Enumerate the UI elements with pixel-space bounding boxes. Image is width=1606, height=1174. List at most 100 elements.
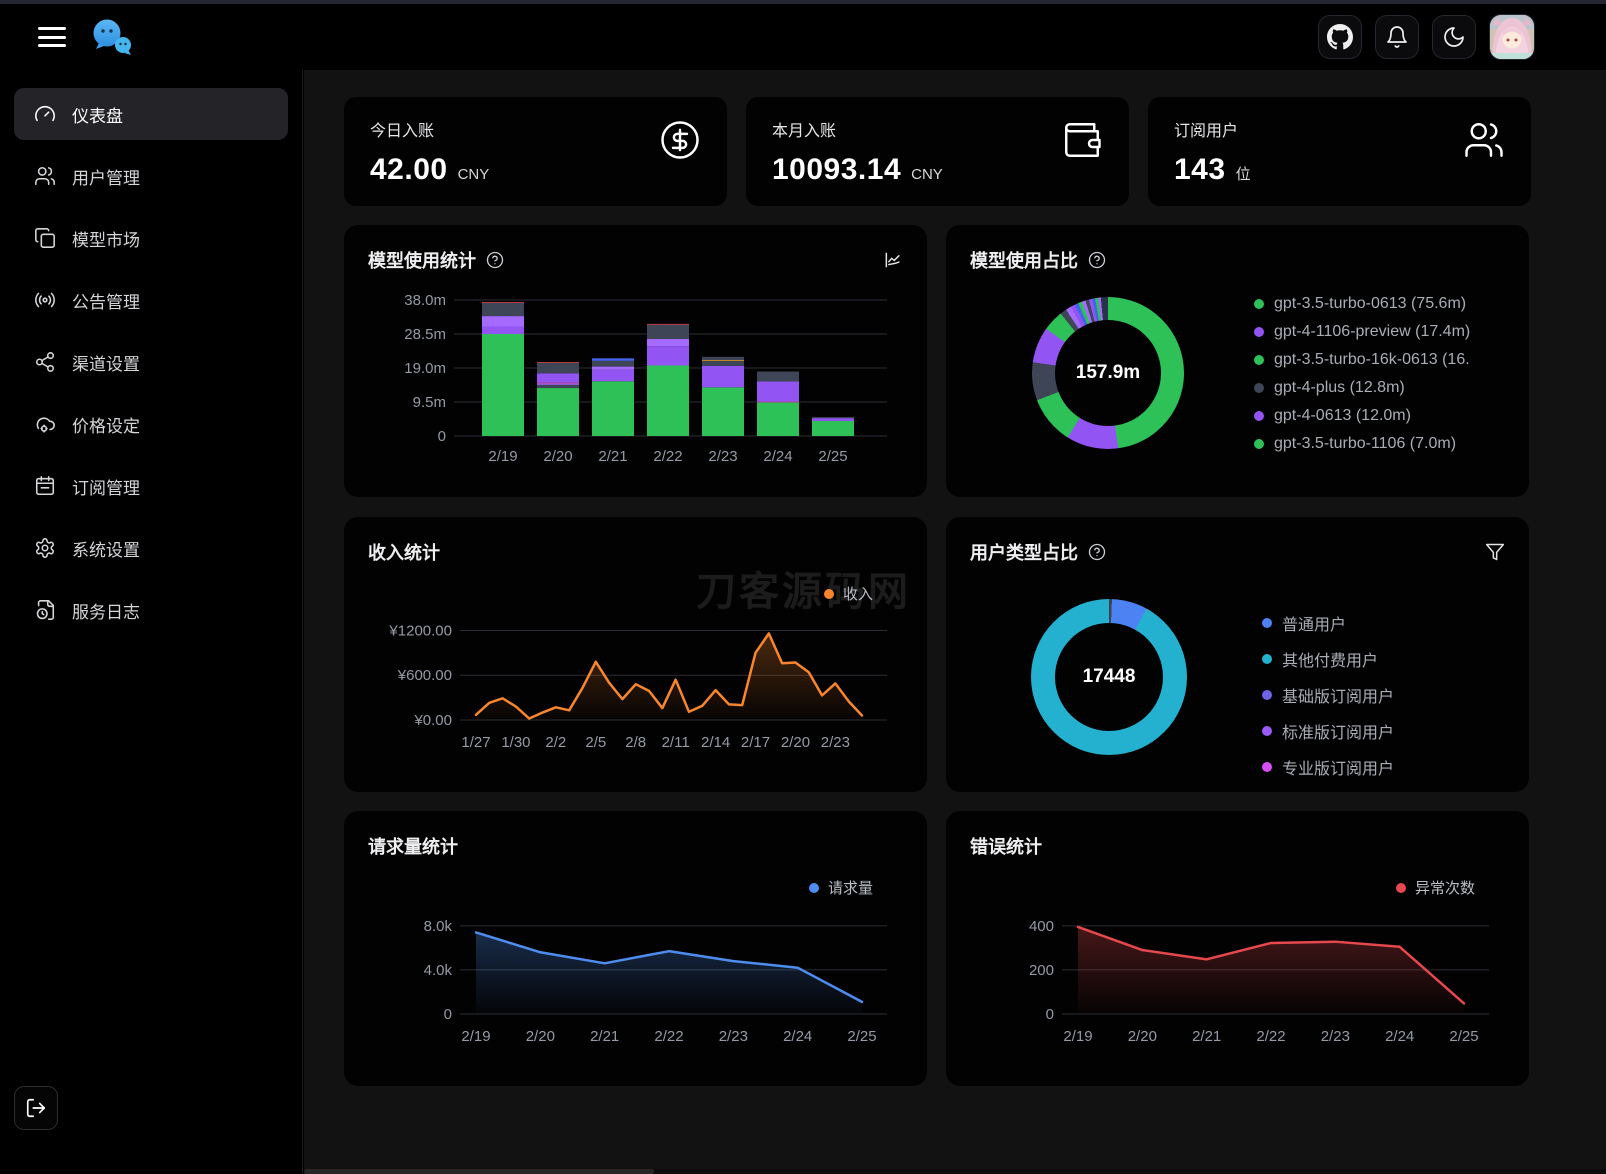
- sidebar-item-pricing[interactable]: 价格设定: [14, 398, 288, 450]
- window-top-strip: [0, 0, 1606, 4]
- sidebar-item-channels[interactable]: 渠道设置: [14, 336, 288, 388]
- gear-icon: [35, 538, 55, 558]
- legend-label: gpt-4-1106-preview (17.4m): [1274, 323, 1471, 340]
- github-icon: [1327, 24, 1353, 50]
- svg-text:2/19: 2/19: [461, 1028, 490, 1045]
- copy-icon: [35, 228, 55, 248]
- notifications-button[interactable]: [1375, 15, 1419, 59]
- svg-text:2/20: 2/20: [526, 1028, 555, 1045]
- donut-center-label: 17448: [1082, 666, 1136, 687]
- sidebar-item-settings[interactable]: 系统设置: [14, 522, 288, 574]
- legend-dot: [1254, 411, 1264, 421]
- income-legend[interactable]: 收入: [823, 583, 873, 604]
- legend-item[interactable]: 标准版订阅用户: [1262, 719, 1394, 743]
- stat-value: 42.00: [370, 153, 448, 186]
- legend-item[interactable]: gpt-4-0613 (12.0m): [1254, 407, 1470, 425]
- legend-label: 基础版订阅用户: [1282, 689, 1395, 706]
- sidebar-item-users[interactable]: 用户管理: [14, 150, 288, 202]
- sidebar-item-announcements[interactable]: 公告管理: [14, 274, 288, 326]
- help-icon[interactable]: [1088, 543, 1106, 561]
- help-icon[interactable]: [486, 251, 504, 269]
- github-button[interactable]: [1318, 15, 1362, 59]
- svg-text:28.5m: 28.5m: [404, 326, 446, 343]
- legend-item[interactable]: gpt-3.5-turbo-16k-0613 (16.: [1254, 351, 1470, 369]
- legend-dot: [808, 882, 819, 893]
- legend-dot: [1262, 690, 1272, 700]
- stat-card-subscribers: 订阅用户 143 位: [1148, 97, 1531, 206]
- svg-text:0: 0: [438, 428, 446, 445]
- sidebar-item-label: 渠道设置: [72, 354, 140, 374]
- help-icon[interactable]: [1088, 251, 1106, 269]
- user-avatar[interactable]: [1489, 14, 1535, 60]
- legend-label: 收入: [842, 586, 873, 603]
- errors-legend[interactable]: 异常次数: [1395, 877, 1475, 898]
- legend-item[interactable]: gpt-4-1106-preview (17.4m): [1254, 323, 1470, 341]
- legend-item[interactable]: 其他付费用户: [1262, 647, 1394, 671]
- line-chart-toggle-icon[interactable]: [883, 250, 903, 270]
- legend-dot: [1262, 618, 1272, 628]
- legend-dot: [1395, 882, 1406, 893]
- user-type-legend: 普通用户 其他付费用户 基础版订阅用户 标准版订阅用户 专业版订阅用户: [1262, 611, 1394, 779]
- sidebar-item-label: 系统设置: [72, 540, 140, 560]
- legend-label: 请求量: [827, 880, 873, 897]
- sidebar-item-label: 订阅管理: [72, 478, 140, 498]
- svg-text:2/22: 2/22: [653, 448, 682, 465]
- svg-text:400: 400: [1029, 918, 1054, 935]
- sidebar-nav: 仪表盘 用户管理 模型市场 公告管理 渠道设置 价格设定: [0, 70, 302, 636]
- legend-item[interactable]: 普通用户: [1262, 611, 1394, 635]
- legend-label: gpt-3.5-turbo-0613 (75.6m): [1274, 295, 1467, 312]
- requests-line-chart: 8.0k 4.0k 0 2/19 2/20 2/21 2/22 2/23 2/24 2/25: [424, 918, 887, 1045]
- svg-text:2/20: 2/20: [543, 448, 572, 465]
- filter-icon[interactable]: [1485, 542, 1505, 562]
- stat-value: 143: [1174, 153, 1226, 186]
- stat-card-month-income: 本月入账 10093.14 CNY: [746, 97, 1129, 206]
- topbar-actions: [1318, 14, 1535, 60]
- requests-legend[interactable]: 请求量: [808, 877, 873, 898]
- theme-toggle-button[interactable]: [1432, 15, 1476, 59]
- model-usage-stats-card: 模型使用统计 38.0m 28.5m 19.0m 9.5m 0 2/19 2/20 2/21 2…: [344, 225, 927, 497]
- legend-item[interactable]: gpt-4-plus (12.8m): [1254, 379, 1470, 397]
- logout-button[interactable]: [14, 1086, 58, 1130]
- main-content: 今日入账 42.00 CNY 本月入账 10093.14 CNY: [304, 70, 1606, 1174]
- user-type-share-card: 用户类型占比 17448 普通用户 其他付费用户 基础版订阅用户 标准版订阅用户…: [946, 517, 1529, 792]
- stat-cards: 今日入账 42.00 CNY 本月入账 10093.14 CNY: [344, 97, 1531, 206]
- sidebar-item-model-market[interactable]: 模型市场: [14, 212, 288, 264]
- svg-text:2/2: 2/2: [545, 734, 566, 751]
- svg-text:38.0m: 38.0m: [404, 292, 446, 309]
- logout-icon: [26, 1098, 46, 1118]
- legend-dot: [1254, 327, 1264, 337]
- model-share-card: 模型使用占比 157.9m gpt-3.5-turbo-0613 (75.6m)…: [946, 225, 1529, 497]
- menu-toggle-button[interactable]: [38, 27, 66, 47]
- svg-text:2/21: 2/21: [590, 1028, 619, 1045]
- legend-dot: [823, 588, 834, 599]
- svg-text:2/23: 2/23: [719, 1028, 748, 1045]
- svg-text:8.0k: 8.0k: [424, 918, 453, 935]
- watermark: 刀客源码网: [696, 570, 911, 614]
- sidebar-item-label: 价格设定: [72, 416, 140, 436]
- horizontal-scrollbar[interactable]: [304, 1169, 1606, 1174]
- legend-item[interactable]: gpt-3.5-turbo-1106 (7.0m): [1254, 435, 1470, 453]
- svg-text:1/30: 1/30: [501, 734, 530, 751]
- svg-text:0: 0: [1046, 1006, 1054, 1023]
- errors-line-chart: 400 200 0 2/19 2/20 2/21 2/22 2/23 2/24 2/25: [1029, 918, 1489, 1045]
- scrollbar-thumb[interactable]: [304, 1169, 654, 1174]
- legend-item[interactable]: 基础版订阅用户: [1262, 683, 1394, 707]
- sidebar-item-service-logs[interactable]: 服务日志: [14, 584, 288, 636]
- broadcast-icon: [35, 292, 55, 308]
- svg-text:¥0.00: ¥0.00: [413, 712, 452, 729]
- svg-text:2/19: 2/19: [488, 448, 517, 465]
- legend-label: 其他付费用户: [1282, 653, 1379, 670]
- legend-item[interactable]: gpt-3.5-turbo-0613 (75.6m): [1254, 295, 1470, 313]
- model-share-legend: gpt-3.5-turbo-0613 (75.6m) gpt-4-1106-pr…: [1254, 295, 1470, 453]
- requests-stats-card: 请求量统计 请求量 8.0k 4.0k 0 2/19 2/20 2/21 2/22 2/23 2…: [344, 811, 927, 1086]
- svg-text:2/24: 2/24: [783, 1028, 812, 1045]
- legend-label: gpt-4-plus (12.8m): [1274, 379, 1405, 396]
- calendar-icon: [35, 476, 55, 496]
- legend-item[interactable]: 专业版订阅用户: [1262, 755, 1394, 779]
- sidebar-item-subscriptions[interactable]: 订阅管理: [14, 460, 288, 512]
- svg-text:2/20: 2/20: [781, 734, 810, 751]
- svg-text:2/8: 2/8: [625, 734, 646, 751]
- sidebar-item-dashboard[interactable]: 仪表盘: [14, 88, 288, 140]
- svg-text:200: 200: [1029, 962, 1054, 979]
- svg-text:2/25: 2/25: [818, 448, 847, 465]
